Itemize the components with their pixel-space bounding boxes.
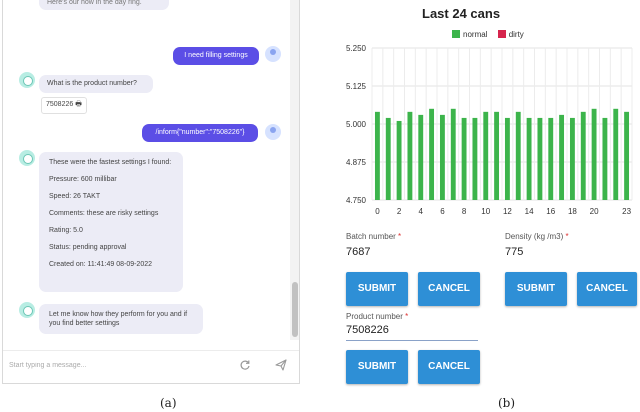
x-tick-label: 8: [462, 207, 467, 216]
bar-can-18[interactable]: [569, 117, 575, 200]
x-tick-label: 10: [481, 207, 490, 216]
bar-can-1[interactable]: [385, 117, 391, 200]
legend-label: dirty: [508, 30, 524, 39]
bar-can-2[interactable]: [396, 120, 402, 200]
bar-can-16[interactable]: [548, 117, 554, 200]
bar-can-21[interactable]: [602, 117, 608, 200]
caption-a: (a): [160, 396, 177, 410]
settings-line: Status: pending approval: [49, 244, 127, 251]
bar-can-11[interactable]: [494, 111, 500, 200]
x-tick-label: 6: [440, 207, 445, 216]
chat-panel: Here's our how in the day ring. I need f…: [2, 0, 300, 384]
density-label: Density (kg /m3) *: [505, 232, 569, 241]
user-avatar: [265, 124, 281, 140]
settings-line: Rating: 5.0: [49, 227, 83, 234]
chart-legend: normal dirty: [452, 30, 532, 39]
bar-can-10[interactable]: [483, 111, 489, 200]
product-number-chip[interactable]: 7508226 🖶: [41, 97, 87, 114]
batch-cancel-button[interactable]: CANCEL: [418, 272, 480, 306]
settings-line: Pressure: 600 millibar: [49, 176, 117, 183]
message-input[interactable]: [9, 357, 209, 373]
bot-settings-message: These were the fastest settings I found:…: [39, 152, 183, 292]
product-submit-button[interactable]: SUBMIT: [346, 350, 408, 384]
y-tick-label: 5.250: [346, 44, 367, 53]
user-message: /inform{"number":"7508226"}: [142, 124, 258, 142]
chat-scrollbar[interactable]: [290, 0, 299, 340]
bar-can-12[interactable]: [504, 117, 510, 200]
refresh-icon[interactable]: [239, 359, 251, 371]
density-cancel-button[interactable]: CANCEL: [577, 272, 637, 306]
bar-can-14[interactable]: [526, 117, 532, 200]
send-icon[interactable]: [275, 359, 287, 371]
bot-avatar: [19, 302, 35, 318]
product-cancel-button[interactable]: CANCEL: [418, 350, 480, 384]
product-number-label: Product number *: [346, 312, 409, 321]
bar-can-0[interactable]: [374, 111, 380, 200]
bar-can-17[interactable]: [559, 114, 565, 200]
batch-number-label: Batch number *: [346, 232, 402, 241]
y-tick-label: 4.750: [346, 196, 367, 205]
legend-swatch-dirty: [497, 30, 506, 38]
bar-can-13[interactable]: [515, 111, 521, 200]
x-tick-label: 4: [419, 207, 424, 216]
bar-can-7[interactable]: [450, 108, 456, 200]
bar-can-4[interactable]: [418, 114, 424, 200]
bot-message-fragment: Here's our how in the day ring.: [39, 0, 169, 10]
x-tick-label: 0: [375, 207, 380, 216]
bar-can-3[interactable]: [407, 111, 413, 200]
y-tick-label: 5.000: [346, 120, 367, 129]
caption-b: (b): [498, 396, 516, 410]
bar-can-8[interactable]: [461, 117, 467, 200]
settings-line: Speed: 26 TAKT: [49, 193, 101, 200]
bot-message: Let me know how they perform for you and…: [39, 304, 203, 334]
bar-can-23[interactable]: [624, 111, 630, 200]
product-number-underline: [346, 340, 478, 341]
bar-can-20[interactable]: [591, 108, 597, 200]
product-number-field[interactable]: 7508226: [346, 324, 389, 336]
user-message: I need filling settings: [173, 47, 259, 65]
legend-label: normal: [463, 30, 488, 39]
bar-can-22[interactable]: [613, 108, 619, 200]
bar-can-15[interactable]: [537, 117, 543, 200]
bot-avatar: [19, 150, 35, 166]
bot-message: What is the product number?: [39, 75, 153, 93]
settings-line: These were the fastest settings I found:: [49, 159, 172, 166]
x-tick-label: 18: [568, 207, 577, 216]
density-field[interactable]: 775: [505, 246, 524, 258]
settings-line: Comments: these are risky settings: [49, 210, 159, 217]
x-tick-label: 16: [546, 207, 555, 216]
legend-item-normal[interactable]: normal: [452, 30, 490, 39]
x-tick-label: 23: [622, 207, 631, 216]
x-tick-label: 20: [590, 207, 599, 216]
user-avatar: [265, 46, 281, 62]
legend-item-dirty[interactable]: dirty: [497, 30, 524, 39]
bar-can-19[interactable]: [580, 111, 586, 200]
message-input-bar: [3, 350, 299, 378]
bar-can-9[interactable]: [472, 117, 478, 200]
bar-chart: 4.750 4.875 5.000 5.125 5.250 0 2 4 6 8 10 12 14 16 18…: [346, 44, 633, 216]
settings-line: Created on: 11:41:49 08-09-2022: [49, 261, 153, 268]
bar-can-6[interactable]: [439, 114, 445, 200]
density-submit-button[interactable]: SUBMIT: [505, 272, 567, 306]
x-tick-label: 14: [525, 207, 534, 216]
x-tick-label: 2: [397, 207, 402, 216]
y-tick-label: 4.875: [346, 158, 367, 167]
bar-can-5[interactable]: [429, 108, 435, 200]
bot-avatar: [19, 72, 35, 88]
chart-title: Last 24 cans: [422, 6, 501, 21]
chat-messages[interactable]: Here's our how in the day ring. I need f…: [3, 0, 291, 340]
y-tick-label: 5.125: [346, 82, 367, 91]
x-tick-label: 12: [503, 207, 512, 216]
chat-scrollbar-thumb[interactable]: [292, 282, 298, 337]
legend-swatch-normal: [452, 30, 460, 38]
batch-number-field[interactable]: 7687: [346, 246, 371, 258]
batch-submit-button[interactable]: SUBMIT: [346, 272, 408, 306]
